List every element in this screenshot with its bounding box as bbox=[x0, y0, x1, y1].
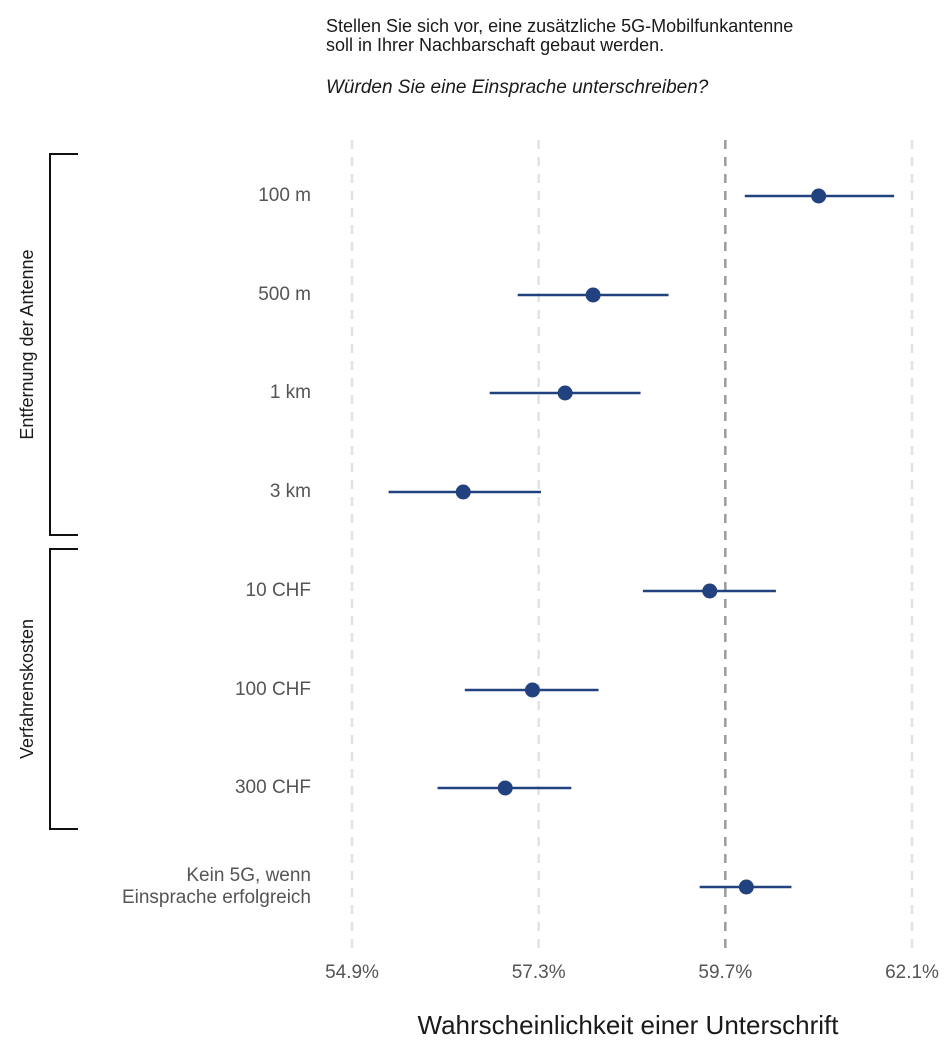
group-label: Verfahrenskosten bbox=[17, 619, 37, 759]
point-estimate bbox=[738, 879, 754, 895]
y-category-label: 100 m bbox=[258, 185, 311, 206]
point-estimate bbox=[585, 287, 601, 303]
x-tick-label: 57.3% bbox=[512, 962, 566, 983]
group-bracket bbox=[49, 548, 78, 830]
y-category-label: 500 m bbox=[258, 284, 311, 305]
x-tick-label: 62.1% bbox=[885, 962, 939, 983]
point-estimate bbox=[524, 682, 540, 698]
grid-layer bbox=[350, 140, 914, 948]
x-tick-label: 54.9% bbox=[325, 962, 379, 983]
y-category-label: Einsprache erfolgreich bbox=[122, 887, 311, 908]
y-category-label: 10 CHF bbox=[246, 580, 311, 601]
group-label: Entfernung der Antenne bbox=[17, 249, 37, 439]
point-estimate bbox=[557, 385, 573, 401]
group-bracket bbox=[49, 153, 78, 536]
label-layer: 54.9% 57.3% 59.7% 62.1% Wahrscheinlichkeit e… bbox=[17, 185, 939, 1040]
chart-title-line-2: soll in Ihrer Nachbarschaft gebaut werde… bbox=[326, 35, 665, 55]
y-category-label: 3 km bbox=[270, 481, 311, 502]
chart-subtitle: Würden Sie eine Einsprache unterschreibe… bbox=[326, 77, 709, 98]
y-category-label: 1 km bbox=[270, 382, 311, 403]
point-estimate bbox=[497, 780, 513, 796]
point-estimate bbox=[702, 583, 718, 599]
y-category-label: 100 CHF bbox=[235, 679, 311, 700]
data-layer bbox=[388, 188, 895, 895]
point-estimate bbox=[811, 188, 827, 204]
y-category-label: Kein 5G, wenn bbox=[186, 865, 311, 886]
x-tick-label: 59.7% bbox=[698, 962, 752, 983]
point-estimate bbox=[455, 484, 471, 500]
chart-title-line-1: Stellen Sie sich vor, eine zusätzliche 5… bbox=[326, 16, 794, 36]
y-category-label: 300 CHF bbox=[235, 777, 311, 798]
group-brackets bbox=[49, 153, 78, 830]
x-axis-title: Wahrscheinlichkeit einer Unterschrift bbox=[418, 1010, 840, 1040]
